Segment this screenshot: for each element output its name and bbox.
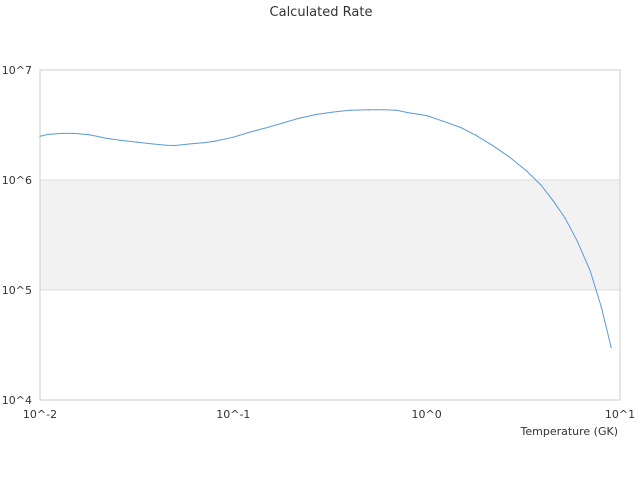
data-point: [189, 143, 192, 145]
data-point: [600, 306, 602, 308]
data-point: [367, 109, 370, 111]
x-tick-label: 10^0: [412, 408, 442, 421]
data-point: [407, 111, 409, 114]
x-tick-labels: 10^-2 10^-1 10^0 10^1: [23, 408, 635, 421]
data-point: [39, 135, 41, 137]
data-point: [589, 270, 591, 272]
data-point: [61, 132, 63, 135]
data-point: [349, 109, 351, 111]
data-point: [213, 140, 216, 142]
data-point: [396, 109, 398, 111]
data-point: [88, 134, 90, 136]
x-tick-label: 10^1: [605, 408, 635, 421]
data-point: [151, 143, 153, 145]
data-point: [119, 139, 121, 141]
chart-title: Calculated Rate: [270, 5, 373, 20]
data-point: [526, 170, 528, 172]
y-tick-label: 10^5: [2, 284, 32, 297]
y-tick-labels: 10^4 10^5 10^6 10^7: [2, 64, 32, 407]
data-point: [316, 113, 318, 115]
data-point: [426, 114, 428, 117]
data-point: [475, 134, 477, 136]
y-tick-label: 10^6: [2, 174, 32, 187]
data-point: [232, 136, 234, 138]
data-point: [266, 126, 268, 129]
data-point: [460, 126, 462, 129]
data-point: [552, 199, 554, 202]
data-point: [576, 240, 578, 242]
data-point: [540, 184, 542, 186]
data-point: [282, 122, 284, 124]
plot-band: [40, 180, 620, 290]
data-point: [202, 142, 204, 144]
data-point: [105, 137, 107, 139]
data-point: [73, 132, 75, 135]
y-tick-label: 10^7: [2, 64, 32, 77]
data-point: [248, 131, 250, 134]
data-point: [298, 117, 301, 119]
data-point: [492, 145, 494, 147]
data-point: [137, 141, 139, 143]
data-point: [610, 346, 612, 349]
x-axis-label: Temperature (GK): [520, 425, 619, 438]
series-line: [39, 109, 612, 348]
data-point: [441, 120, 443, 122]
data-point: [564, 217, 566, 219]
data-point: [383, 109, 385, 111]
plot-frame: [39, 69, 621, 401]
data-point: [509, 156, 511, 159]
series-points: [39, 109, 612, 349]
data-point: [174, 144, 176, 147]
y-tick-label: 10^4: [2, 394, 32, 407]
data-point: [165, 144, 167, 146]
data-point: [332, 111, 335, 113]
x-tick-label: 10^-1: [216, 408, 250, 421]
data-point: [47, 133, 49, 135]
x-tick-label: 10^-2: [23, 408, 57, 421]
